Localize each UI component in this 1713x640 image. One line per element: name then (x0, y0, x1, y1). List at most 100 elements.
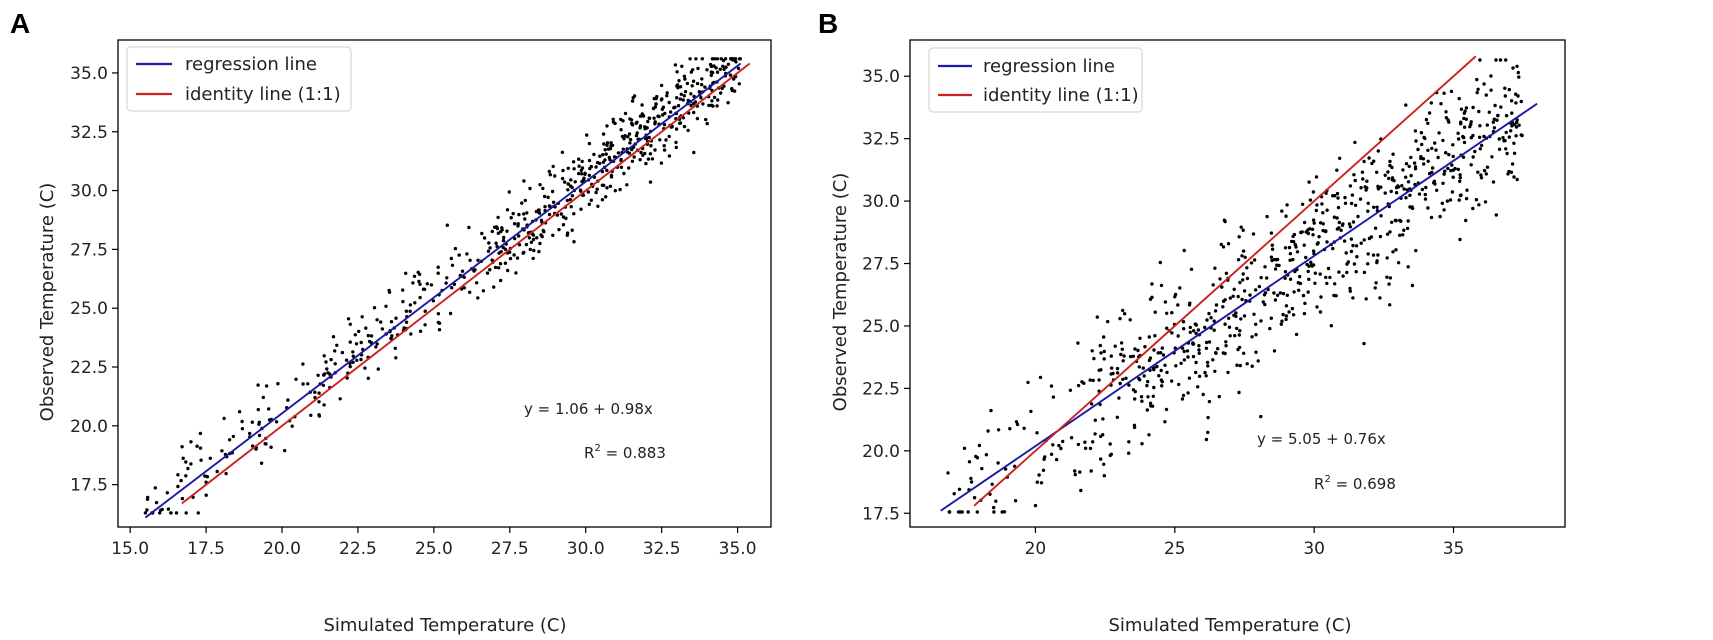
panel-a-data-point (608, 184, 613, 188)
panel-b-data-point (996, 428, 1001, 432)
panel-b-data-point (1288, 277, 1293, 281)
panel-a-data-point (714, 66, 718, 70)
panel-a-data-point (531, 256, 535, 261)
panel-b-data-point (1514, 92, 1518, 96)
panel-b-data-point (1194, 360, 1198, 365)
panel-b-data-point (1121, 308, 1125, 313)
panel-b-data-point (1396, 261, 1401, 265)
panel-b-data-point (1303, 301, 1307, 306)
panel-a-data-point (423, 323, 427, 327)
panel-b-data-point (1378, 234, 1383, 239)
panel-a-data-point (726, 62, 731, 66)
panel-b-data-point (1306, 290, 1310, 294)
panel-a-data-point (620, 134, 625, 139)
panel-a-data-point (436, 265, 440, 269)
panel-b-data-point (1404, 196, 1408, 200)
panel-b-data-point (1331, 246, 1335, 251)
panel-a-data-point (503, 261, 508, 265)
panel-a-data-point (493, 265, 498, 270)
panel-a-data-point (565, 198, 569, 203)
panel-a-data-point (670, 124, 674, 129)
panel-b-data-point (1237, 345, 1242, 350)
panel-a-data-point (700, 83, 704, 87)
panel-b-data-point (1207, 311, 1211, 316)
panel-a-data-point (603, 148, 607, 152)
panel-b-data-point (1456, 137, 1461, 141)
panel-b-data-point (1101, 433, 1105, 437)
panel-b-data-point (969, 480, 974, 484)
panel-b-data-point (1251, 232, 1256, 236)
panel-b-data-point (1441, 181, 1445, 185)
panel-a-y-tick-label: 32.5 (70, 123, 108, 143)
panel-b-data-point (1419, 131, 1424, 135)
panel-a-data-point (535, 236, 539, 240)
panel-b-data-point (1332, 215, 1337, 219)
panel-a-data-point (418, 329, 423, 333)
panel-b-data-point (1333, 282, 1337, 286)
panel-b-data-point (1477, 135, 1482, 139)
panel-a-data-point (583, 172, 587, 176)
panel-b-data-point (1318, 272, 1322, 276)
panel-a-data-point (256, 407, 260, 412)
panel-a-data-point (732, 89, 737, 93)
panel-b-data-point (1177, 382, 1181, 387)
panel-b-data-point (1245, 362, 1249, 366)
panel-b-data-point (1414, 248, 1418, 253)
panel-b-data-point (1284, 304, 1289, 308)
panel-b-equation: y = 5.05 + 0.76x (1257, 430, 1386, 448)
panel-b-data-point (1321, 211, 1325, 215)
panel-a-y-tick-label: 25.0 (70, 299, 108, 319)
panel-b-data-point (1458, 237, 1462, 242)
panel-b-data-point (1386, 170, 1390, 174)
panel-a-data-point (460, 269, 465, 273)
panel-a-data-point (681, 98, 685, 102)
panel-a-data-point (700, 77, 704, 81)
panel-b-data-point (1150, 295, 1154, 299)
panel-b-data-point (1159, 378, 1164, 382)
panel-a-data-point (331, 335, 336, 339)
panel-a-data-point (648, 180, 653, 184)
panel-b-data-point (1424, 117, 1429, 122)
panel-a-data-point (505, 229, 509, 233)
panel-a-data-point (697, 90, 702, 94)
panel-a-data-point (623, 134, 627, 138)
panel-b-data-point (1447, 120, 1451, 124)
panel-a-data-point (417, 279, 421, 284)
panel-a-data-point (516, 224, 520, 228)
panel-a-data-point (625, 183, 629, 187)
panel-b-data-point (1263, 291, 1268, 295)
panel-b-data-point (1475, 90, 1479, 95)
panel-a-data-point (604, 195, 608, 199)
panel-b-data-point (1146, 379, 1150, 384)
panel-b-data-point (1228, 296, 1233, 300)
panel-b-data-point (1464, 117, 1469, 121)
panel-b-data-point (1479, 176, 1484, 180)
panel-a-data-point (662, 144, 666, 148)
panel-a-data-point (408, 303, 413, 307)
panel-b-data-point (1296, 281, 1301, 285)
panel-a-data-point (198, 431, 203, 436)
panel-a-data-point (587, 158, 592, 163)
panel-b-data-point (1388, 163, 1392, 168)
panel-a-data-point (389, 320, 394, 324)
panel-b-data-point (1041, 468, 1046, 472)
panel-b-data-point (1233, 334, 1237, 338)
panel-b-data-point (1497, 137, 1502, 141)
panel-a-data-point (704, 117, 708, 122)
panel-a-data-point (710, 99, 714, 103)
panel-b-data-point (1153, 334, 1157, 338)
panel-a-data-point (655, 94, 659, 99)
panel-b-data-point (1127, 383, 1131, 387)
panel-b-data-point (1137, 365, 1142, 369)
panel-b-data-point (1375, 170, 1379, 174)
panel-b-data-point (1121, 359, 1125, 363)
panel-a-data-point (605, 124, 609, 128)
panel-a-data-point (691, 68, 695, 72)
panel-b-data-point (1366, 201, 1370, 205)
panel-a-data-point (724, 65, 728, 69)
panel-b-data-point (1295, 250, 1300, 254)
panel-a-data-point (621, 147, 625, 151)
panel-b-data-point (1140, 399, 1144, 403)
panel-a-data-point (705, 68, 709, 72)
panel-b-data-point (1165, 311, 1169, 315)
